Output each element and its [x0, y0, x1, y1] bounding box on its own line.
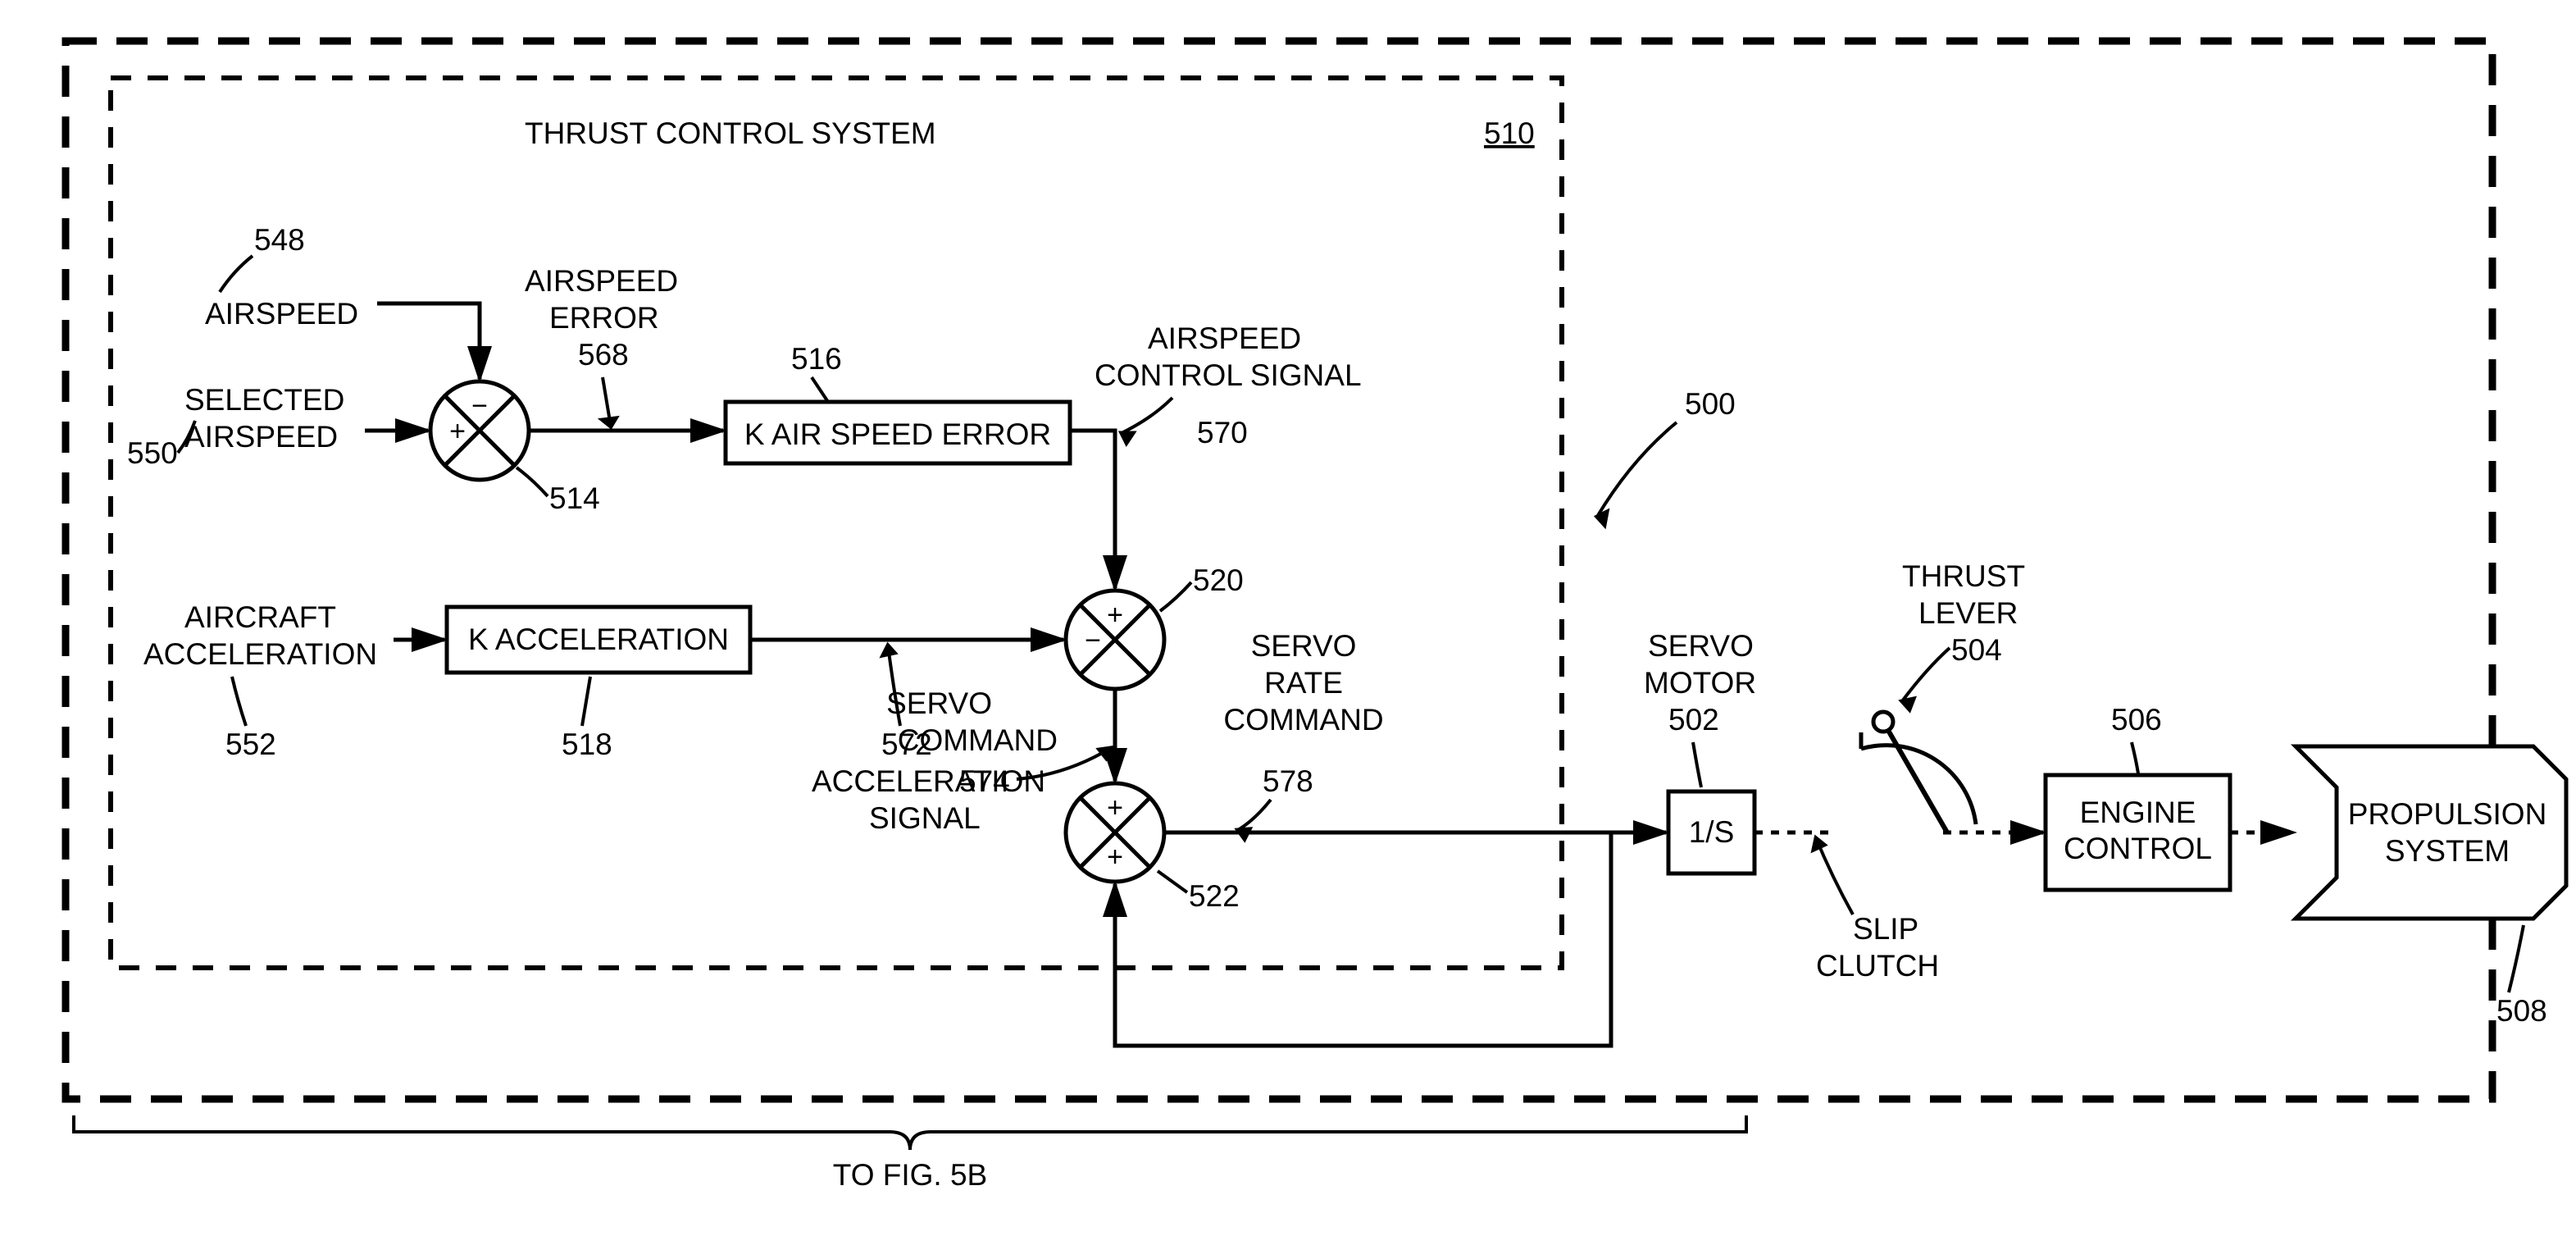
thrust-control-title: THRUST CONTROL SYSTEM — [525, 116, 936, 150]
bottom-brace — [74, 1115, 1746, 1150]
servo-cmd-l1: SERVO — [886, 686, 992, 720]
engine-control-l2: CONTROL — [2064, 832, 2212, 865]
ref-578: 578 — [1263, 764, 1313, 798]
aircraft-accel-l1: AIRCRAFT — [184, 600, 336, 634]
svg-text:+: + — [1107, 841, 1123, 873]
svg-text:−: − — [471, 390, 488, 422]
feedback-line — [1115, 832, 1611, 1046]
ref-510: 510 — [1484, 116, 1535, 150]
thrust-lever-l1: THRUST — [1902, 559, 2025, 593]
propulsion-l1: PROPULSION — [2348, 797, 2547, 831]
accel-signal-l2: SIGNAL — [869, 801, 981, 835]
engine-control-l1: ENGINE — [2080, 796, 2196, 829]
ref-522: 522 — [1189, 879, 1240, 913]
slip-clutch-l1: SLIP — [1853, 912, 1918, 946]
ref-520: 520 — [1193, 563, 1244, 597]
k-acceleration-label: K ACCELERATION — [468, 623, 729, 656]
propulsion-system-box — [2296, 746, 2566, 919]
ref-502: 502 — [1668, 703, 1719, 737]
ref-550: 550 — [127, 436, 178, 470]
slip-clutch-l2: CLUTCH — [1816, 949, 1939, 983]
svg-text:+: + — [1107, 792, 1123, 823]
svg-text:+: + — [449, 416, 466, 447]
airspeed-label: AIRSPEED — [205, 297, 358, 331]
ref-508: 508 — [2496, 994, 2547, 1028]
servo-rate-l2: RATE — [1264, 666, 1343, 700]
ref-548: 548 — [254, 223, 305, 257]
k-air-speed-error-label: K AIR SPEED ERROR — [744, 417, 1051, 451]
svg-text:−: − — [1085, 625, 1101, 656]
accel-signal-l1: ACCELERATION — [812, 764, 1045, 798]
svg-text:+: + — [1107, 600, 1123, 631]
ref-506: 506 — [2111, 703, 2162, 737]
ref-516: 516 — [791, 342, 842, 376]
ref-568: 568 — [578, 338, 629, 372]
servo-rate-l3: COMMAND — [1223, 703, 1383, 737]
thrust-lever-l2: LEVER — [1918, 596, 2018, 630]
servo-cmd-l2: COMMAND — [898, 723, 1058, 757]
one-over-s-label: 1/S — [1689, 815, 1735, 849]
airspeed-ctrl-l2: CONTROL SIGNAL — [1095, 358, 1362, 392]
ref-570: 570 — [1197, 416, 1248, 449]
ref-500: 500 — [1685, 387, 1736, 421]
servo-motor-l1: SERVO — [1648, 629, 1754, 663]
selected-airspeed-l1: SELECTED — [184, 383, 344, 417]
kair-to-sum2-line — [1070, 431, 1115, 588]
thrust-lever-stick — [1883, 722, 1947, 832]
airspeed-error-l2: ERROR — [549, 301, 659, 335]
ref-552: 552 — [225, 727, 276, 761]
ref-504: 504 — [1951, 633, 2002, 667]
servo-rate-l1: SERVO — [1251, 629, 1357, 663]
servo-motor-l2: MOTOR — [1644, 666, 1756, 700]
airspeed-error-l1: AIRSPEED — [525, 264, 678, 298]
ref-514: 514 — [549, 481, 600, 515]
thrust-lever-knob — [1873, 712, 1893, 732]
airspeed-ctrl-l1: AIRSPEED — [1148, 322, 1301, 355]
airspeed-signal-line — [377, 303, 480, 379]
selected-airspeed-l2: AIRSPEED — [184, 420, 338, 454]
caption: TO FIG. 5B — [833, 1158, 987, 1192]
propulsion-l2: SYSTEM — [2385, 834, 2510, 868]
outer-system-box — [66, 41, 2492, 1099]
ref-518: 518 — [562, 727, 612, 761]
aircraft-accel-l2: ACCELERATION — [143, 637, 377, 671]
ref-574: 574 — [959, 764, 1010, 798]
